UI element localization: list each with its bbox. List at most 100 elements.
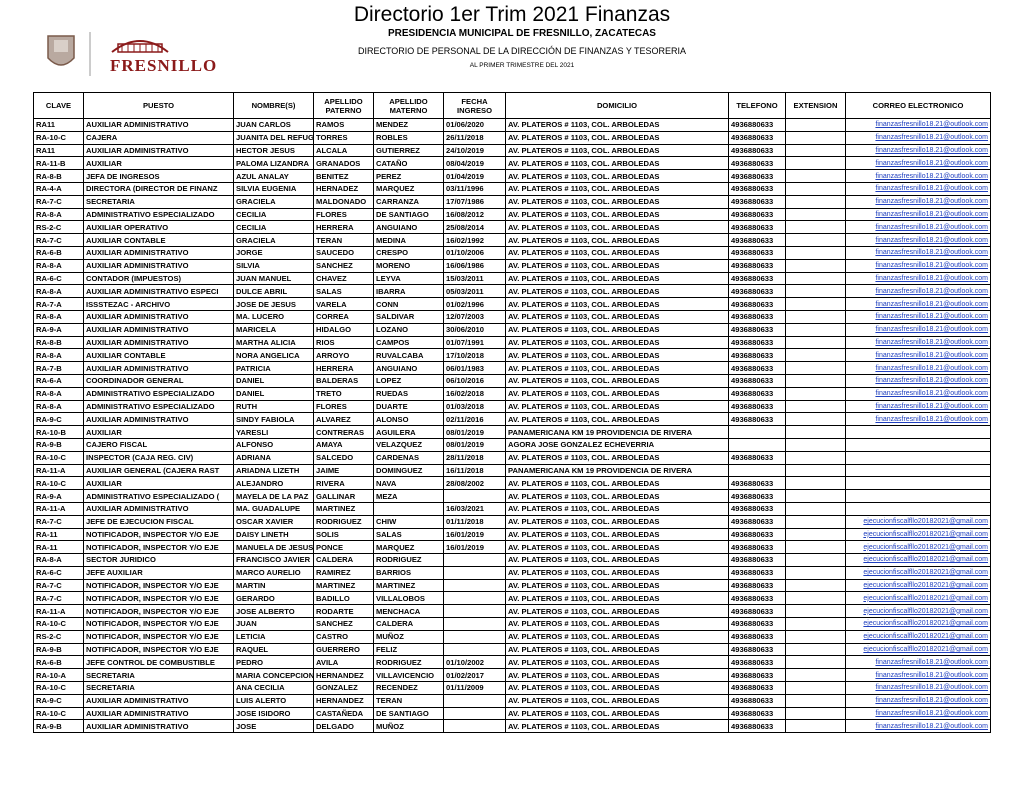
correo-cell: ejecucionfiscalfllo20182021@gmail.com — [845, 578, 991, 593]
clave-cell: RA-11-A — [33, 604, 84, 619]
apellido-materno-cell: CONN — [373, 297, 444, 311]
telefono-cell: 4936880633 — [728, 322, 786, 337]
logo — [47, 32, 169, 76]
clave-cell: RA-9-C — [33, 412, 84, 427]
telefono-cell: 4936880633 — [728, 258, 786, 273]
apellido-paterno-cell: CASTRO — [313, 629, 374, 644]
correo-cell: finanzasfresnillo18.21@outlook.com — [845, 386, 991, 401]
correo-cell: finanzasfresnillo18.21@outlook.com — [845, 361, 991, 375]
domicilio-cell: AV. PLATEROS # 1103, COL. ARBOLEDAS — [505, 540, 729, 555]
apellido-paterno-cell: HERNANDEZ — [313, 693, 374, 708]
correo-cell: finanzasfresnillo18.21@outlook.com — [845, 655, 991, 670]
extension-cell — [785, 463, 846, 478]
table-row: RA-9-B NOTIFICADOR, INSPECTOR Y/O EJE RAQU… — [33, 642, 991, 657]
nombre-cell: MARICELA — [233, 322, 314, 337]
correo-cell: finanzasfresnillo18.21@outlook.com — [845, 284, 991, 299]
puesto-cell: NOTIFICADOR, INSPECTOR Y/O EJE — [83, 591, 234, 606]
correo-cell: finanzasfresnillo18.21@outlook.com — [845, 220, 991, 235]
apellido-paterno-cell: RIVERA — [313, 476, 374, 491]
apellido-materno-cell: LOZANO — [373, 322, 444, 337]
apellido-paterno-cell: ALCALA — [313, 143, 374, 158]
nombre-cell: LETICIA — [233, 629, 314, 644]
clave-cell: RA-8-B — [33, 169, 84, 183]
puesto-cell: AUXILIAR ADMINISTRATIVO — [83, 309, 234, 324]
puesto-cell: ISSSTEZAC - ARCHIVO — [83, 297, 234, 311]
apellido-paterno-cell: SALAS — [313, 284, 374, 299]
puesto-cell: CONTADOR (IMPUESTOS) — [83, 271, 234, 286]
apellido-materno-cell: DE SANTIAGO — [373, 706, 444, 721]
domicilio-cell: AV. PLATEROS # 1103, COL. ARBOLEDAS — [505, 693, 729, 708]
extension-cell — [785, 297, 846, 311]
clave-cell: RA-8-A — [33, 553, 84, 567]
table-row: RA-11 NOTIFICADOR, INSPECTOR Y/O EJE MANUE… — [33, 540, 991, 555]
telefono-cell: 4936880633 — [728, 169, 786, 183]
domicilio-cell: AV. PLATEROS # 1103, COL. ARBOLEDAS — [505, 719, 729, 734]
domicilio-cell: AV. PLATEROS # 1103, COL. ARBOLEDAS — [505, 668, 729, 683]
telefono-cell: 4936880633 — [728, 591, 786, 606]
table-row: RA-8-B AUXILIAR ADMINISTRATIVO MARTHA ALIC… — [33, 335, 991, 350]
apellido-materno-cell: TERAN — [373, 693, 444, 708]
domicilio-cell: AV. PLATEROS # 1103, COL. ARBOLEDAS — [505, 245, 729, 260]
fecha-ingreso-cell: 01/11/2009 — [443, 681, 506, 695]
apellido-materno-cell: MEDINA — [373, 233, 444, 247]
nombre-cell: ARIADNA LIZETH — [233, 463, 314, 478]
apellido-materno-cell: MUÑOZ — [373, 629, 444, 644]
extension-cell — [785, 118, 846, 132]
title: Directorio 1er Trim 2021 Finanzas — [353, 3, 671, 26]
apellido-materno-cell: LEYVA — [373, 271, 444, 286]
clave-cell: RA-8-A — [33, 348, 84, 363]
puesto-cell: AUXILIAR ADMINISTRATIVO — [83, 322, 234, 337]
puesto-cell: AUXILIAR CONTABLE — [83, 233, 234, 247]
clave-cell: RA-7-B — [33, 361, 84, 375]
correo-cell: finanzasfresnillo18.21@outlook.com — [845, 156, 991, 171]
apellido-materno-cell: FELIZ — [373, 642, 444, 657]
nombre-cell: JOSE ISIDORO — [233, 706, 314, 721]
table-row: RA-10-C NOTIFICADOR, INSPECTOR Y/O EJE JUA… — [33, 617, 991, 631]
telefono-cell: 4936880633 — [728, 501, 786, 516]
apellido-materno-cell: CHIW — [373, 514, 444, 529]
table-row: RA-9-A ADMINISTRATIVO ESPECIALIZADO (MAYE… — [33, 489, 991, 503]
extension-cell — [785, 130, 846, 145]
apellido-paterno-cell: AVILA — [313, 655, 374, 670]
apellido-paterno-cell: TERAN — [313, 233, 374, 247]
header-cell: NOMBRE(S) — [233, 92, 314, 119]
nombre-cell: JUAN CARLOS — [233, 118, 314, 132]
nombre-cell: SILVIA — [233, 258, 314, 273]
telefono-cell: 4936880633 — [728, 553, 786, 567]
apellido-materno-cell: BARRIOS — [373, 565, 444, 580]
apellido-paterno-cell: SANCHEZ — [313, 258, 374, 273]
nombre-cell: RAQUEL — [233, 642, 314, 657]
domicilio-cell: AV. PLATEROS # 1103, COL. ARBOLEDAS — [505, 322, 729, 337]
apellido-paterno-cell: JAIME — [313, 463, 374, 478]
apellido-materno-cell: MARTINEZ — [373, 578, 444, 593]
clave-cell: RA-7-C — [33, 233, 84, 247]
table-row: RA11 AUXILIAR ADMINISTRATIVO JUAN CARLOS RA… — [33, 118, 991, 132]
table-row: RA-7-A ISSSTEZAC - ARCHIVO JOSE DE JESUS VA… — [33, 297, 991, 311]
domicilio-cell: AV. PLATEROS # 1103, COL. ARBOLEDAS — [505, 373, 729, 388]
logo-text: FRESNILLO — [110, 56, 218, 75]
clave-cell: RA-8-A — [33, 207, 84, 222]
telefono-cell: 4936880633 — [728, 207, 786, 222]
nombre-cell: SILVIA EUGENIA — [233, 181, 314, 196]
telefono-cell — [728, 463, 786, 478]
correo-cell: finanzasfresnillo18.21@outlook.com — [845, 194, 991, 209]
nombre-cell: GRACIELA — [233, 233, 314, 247]
nombre-cell: AZUL ANALAY — [233, 169, 314, 183]
apellido-materno-cell: SALAS — [373, 527, 444, 542]
domicilio-cell: AV. PLATEROS # 1103, COL. ARBOLEDAS — [505, 118, 729, 132]
subtitle-2: DIRECTORIO DE PERSONAL DE LA DIRECCIÓN D… — [357, 46, 687, 56]
header-cell: CORREO ELECTRONICO — [845, 92, 991, 119]
apellido-paterno-cell: RAMOS — [313, 118, 374, 132]
fecha-ingreso-cell: 25/08/2014 — [443, 220, 506, 235]
nombre-cell: LUIS ALERTO — [233, 693, 314, 708]
nombre-cell: ANA CECILIA — [233, 681, 314, 695]
clave-cell: RA-10-C — [33, 681, 84, 695]
domicilio-cell: PANAMERICANA KM 19 PROVIDENCIA DE RIVERA — [505, 463, 729, 478]
correo-cell — [845, 489, 991, 503]
nombre-cell: DANIEL — [233, 373, 314, 388]
apellido-paterno-cell: TORRES — [313, 130, 374, 145]
puesto-cell: AUXILIAR GENERAL (CAJERA RAST — [83, 463, 234, 478]
subtitle: PRESIDENCIA MUNICIPAL DE FRESNILLO, ZACA… — [388, 28, 656, 39]
correo-cell: finanzasfresnillo18.21@outlook.com — [845, 207, 991, 222]
extension-cell — [785, 258, 846, 273]
